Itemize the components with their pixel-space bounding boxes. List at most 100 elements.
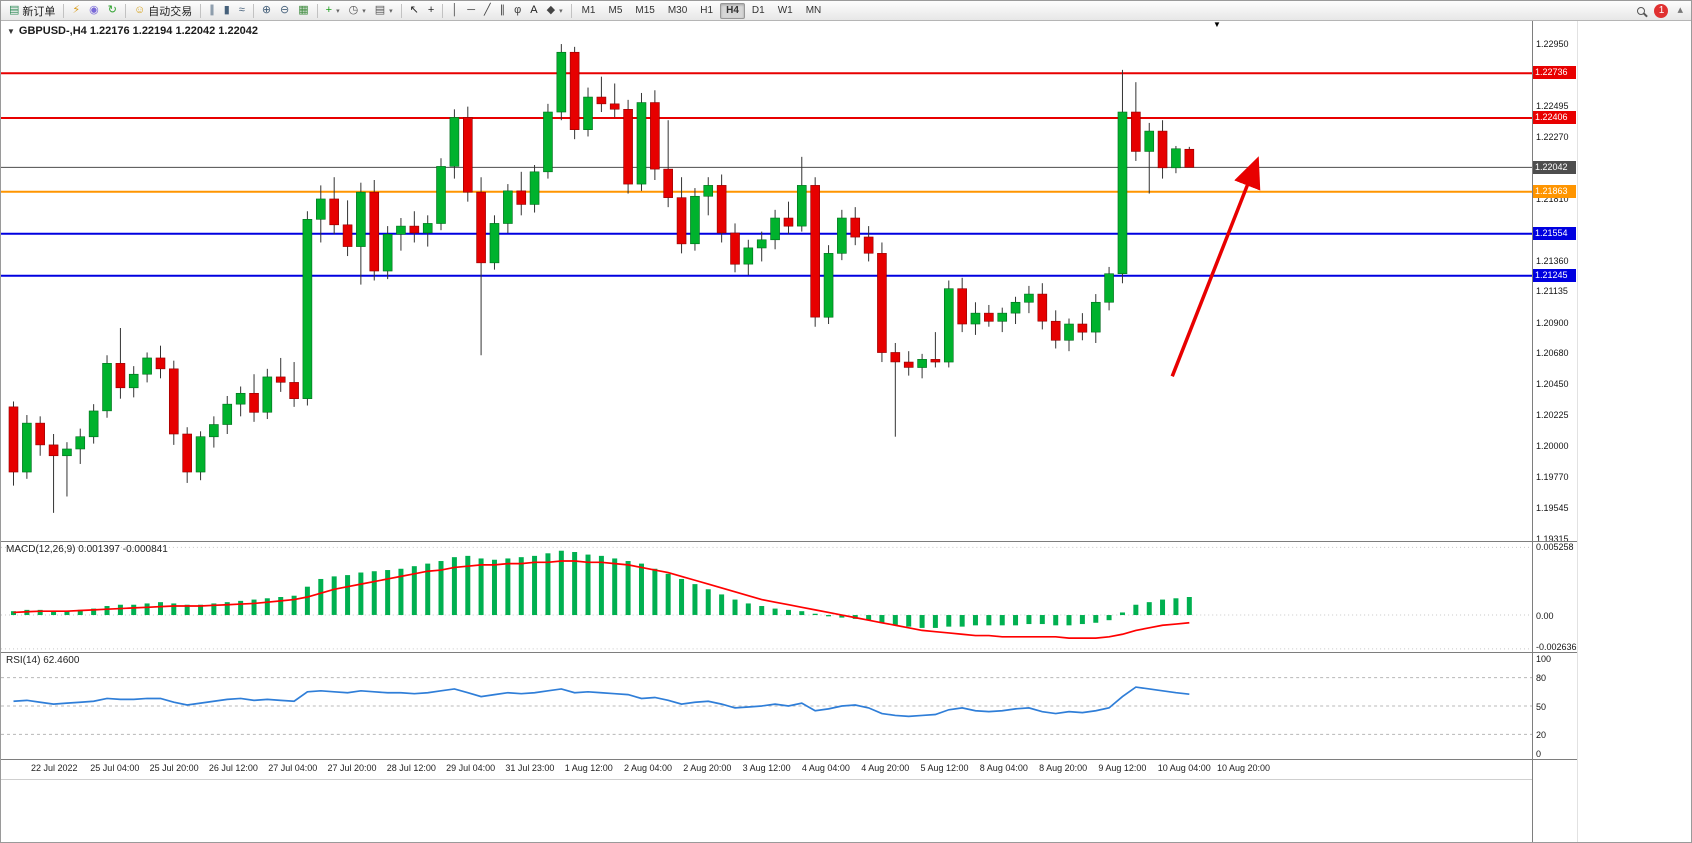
candle [503,184,513,233]
macd-histogram-bar [999,615,1005,626]
notification-badge[interactable]: 1 [1654,3,1669,18]
timeframe-mn-button[interactable]: MN [800,3,828,19]
chart-column: ▼ GBPUSD-,H4 1.22176 1.22194 1.22042 1.2… [1,21,1533,842]
timeframe-w1-button[interactable]: W1 [772,3,799,19]
cursor-button[interactable]: ↖ [406,2,423,19]
candle [62,442,72,497]
empty-area [1,780,1532,842]
macd-histogram-bar [10,611,16,616]
zoom-in-button[interactable]: ⊕ [258,2,275,19]
candle [396,218,406,251]
macd-histogram-bar [932,615,938,628]
macd-histogram-bar [785,609,791,616]
trend-arrow[interactable] [1170,156,1261,377]
candle [903,351,914,376]
macd-histogram-bar [572,552,578,616]
candle [850,207,861,246]
text-button[interactable]: A [526,2,541,19]
time-axis[interactable]: 22 Jul 2022 25 Jul 04:00 25 Jul 20:00 26 Ju… [1,760,1532,780]
candle [209,416,219,448]
new-order-button[interactable]: ▤ 新订单 [5,2,59,19]
chart-menu-icon[interactable]: ▼ [7,26,15,36]
fibonacci-button[interactable]: φ [510,2,525,19]
rsi-axis-label: 50 [1536,701,1547,712]
candle [1157,120,1168,179]
alert-icon: ⚡ [72,4,81,16]
candlestick-mode-button[interactable]: ▮ [220,2,234,19]
candle [235,386,246,417]
time-label: 10 Aug 20:00 [1217,763,1271,773]
autotrading-button[interactable]: ☺ 自动交易 [130,2,196,19]
candle [155,345,166,379]
candle [436,158,446,231]
indicators-button[interactable]: + ▾ [322,2,344,19]
macd-histogram-bar [1160,599,1166,616]
refresh-button[interactable]: ↻ [104,2,121,19]
macd-histogram-bar [224,602,230,616]
main-chart-panel[interactable]: ▼ GBPUSD-,H4 1.22176 1.22194 1.22042 1.2… [1,21,1532,542]
line-chart-mode-button[interactable]: ≈ [235,2,249,19]
channel-button[interactable]: ∥ [496,2,510,19]
rsi-axis-label: 0 [1536,749,1542,759]
macd-histogram-bar [839,615,845,618]
vertical-line-button[interactable]: │ [447,2,462,19]
price-axis[interactable]: 1.22950 1.22495 1.22270 1.21810 1.21360 1.211… [1533,21,1577,842]
candle [957,277,967,333]
toolbar-separator [200,3,202,18]
time-label: 25 Jul 04:00 [90,763,140,773]
sounds-button[interactable]: ◉ [85,2,103,19]
candle [770,209,780,250]
rsi-panel[interactable]: RSI(14) 62.4600 [1,653,1532,760]
toolbar-separator [124,3,126,18]
zoom-out-button[interactable]: ⊖ [276,2,293,19]
macd-histogram-bar [532,555,538,616]
timeframe-m30-button[interactable]: M30 [662,3,693,19]
candle [583,87,593,137]
time-label: 8 Aug 20:00 [1039,763,1088,773]
candle [810,177,820,327]
timeframe-h4-button[interactable]: H4 [720,2,745,19]
alerts-button[interactable]: ⚡ [68,2,84,19]
search-button[interactable] [1633,2,1649,19]
price-badge-1.21245: 1.21245 [1533,269,1576,283]
timeframe-d1-button[interactable]: D1 [746,3,771,19]
candle [663,120,673,208]
timeframe-h1-button[interactable]: H1 [694,3,719,19]
crosshair-icon: + [427,4,435,16]
price-axis-main[interactable]: 1.22950 1.22495 1.22270 1.21810 1.21360 1.211… [1533,21,1577,542]
shapes-button[interactable]: ◆ ▾ [543,2,567,19]
bar-chart-mode-button[interactable]: ∥ [205,2,219,19]
periods-button[interactable]: ◷ ▾ [345,2,370,19]
price-tick: 1.22270 [1536,131,1569,142]
macd-chart [1,546,1532,650]
macd-histogram-bar [866,615,872,621]
price-badge-1.22736: 1.22736 [1533,66,1576,80]
toolbar-overflow-button[interactable]: ▴ [1673,2,1687,19]
timeframe-m5-button[interactable]: M5 [602,3,628,19]
tile-windows-button[interactable]: ▦ [294,2,312,19]
horizontal-line-button[interactable]: ─ [463,2,479,19]
macd-panel[interactable]: MACD(12,26,9) 0.001397 -0.000841 [1,542,1532,653]
fibonacci-icon: φ [514,4,522,16]
chart-shift-marker-icon[interactable]: ▼ [1213,20,1221,29]
trendline-button[interactable]: ╱ [480,2,495,19]
crosshair-button[interactable]: + [424,2,438,19]
timeframe-m1-button[interactable]: M1 [576,3,602,19]
templates-button[interactable]: ▤ ▾ [371,2,397,19]
candle [970,302,981,335]
axis-filler [1533,760,1577,842]
candle [275,357,286,392]
rsi-axis-label: 20 [1536,730,1547,741]
price-tick: 1.21135 [1536,286,1568,297]
time-label: 10 Aug 04:00 [1157,763,1211,773]
candle [796,156,807,232]
time-label: 4 Aug 04:00 [801,763,850,773]
candle [1090,294,1101,343]
timeframe-m15-button[interactable]: M15 [629,3,660,19]
rsi-chart [1,677,1532,735]
candle [476,177,486,356]
macd-axis-label: -0.002636 [1536,642,1577,652]
macd-histogram-bar [1173,598,1179,616]
price-badge-1.21863: 1.21863 [1533,185,1576,199]
time-label: 29 Jul 04:00 [446,763,496,773]
